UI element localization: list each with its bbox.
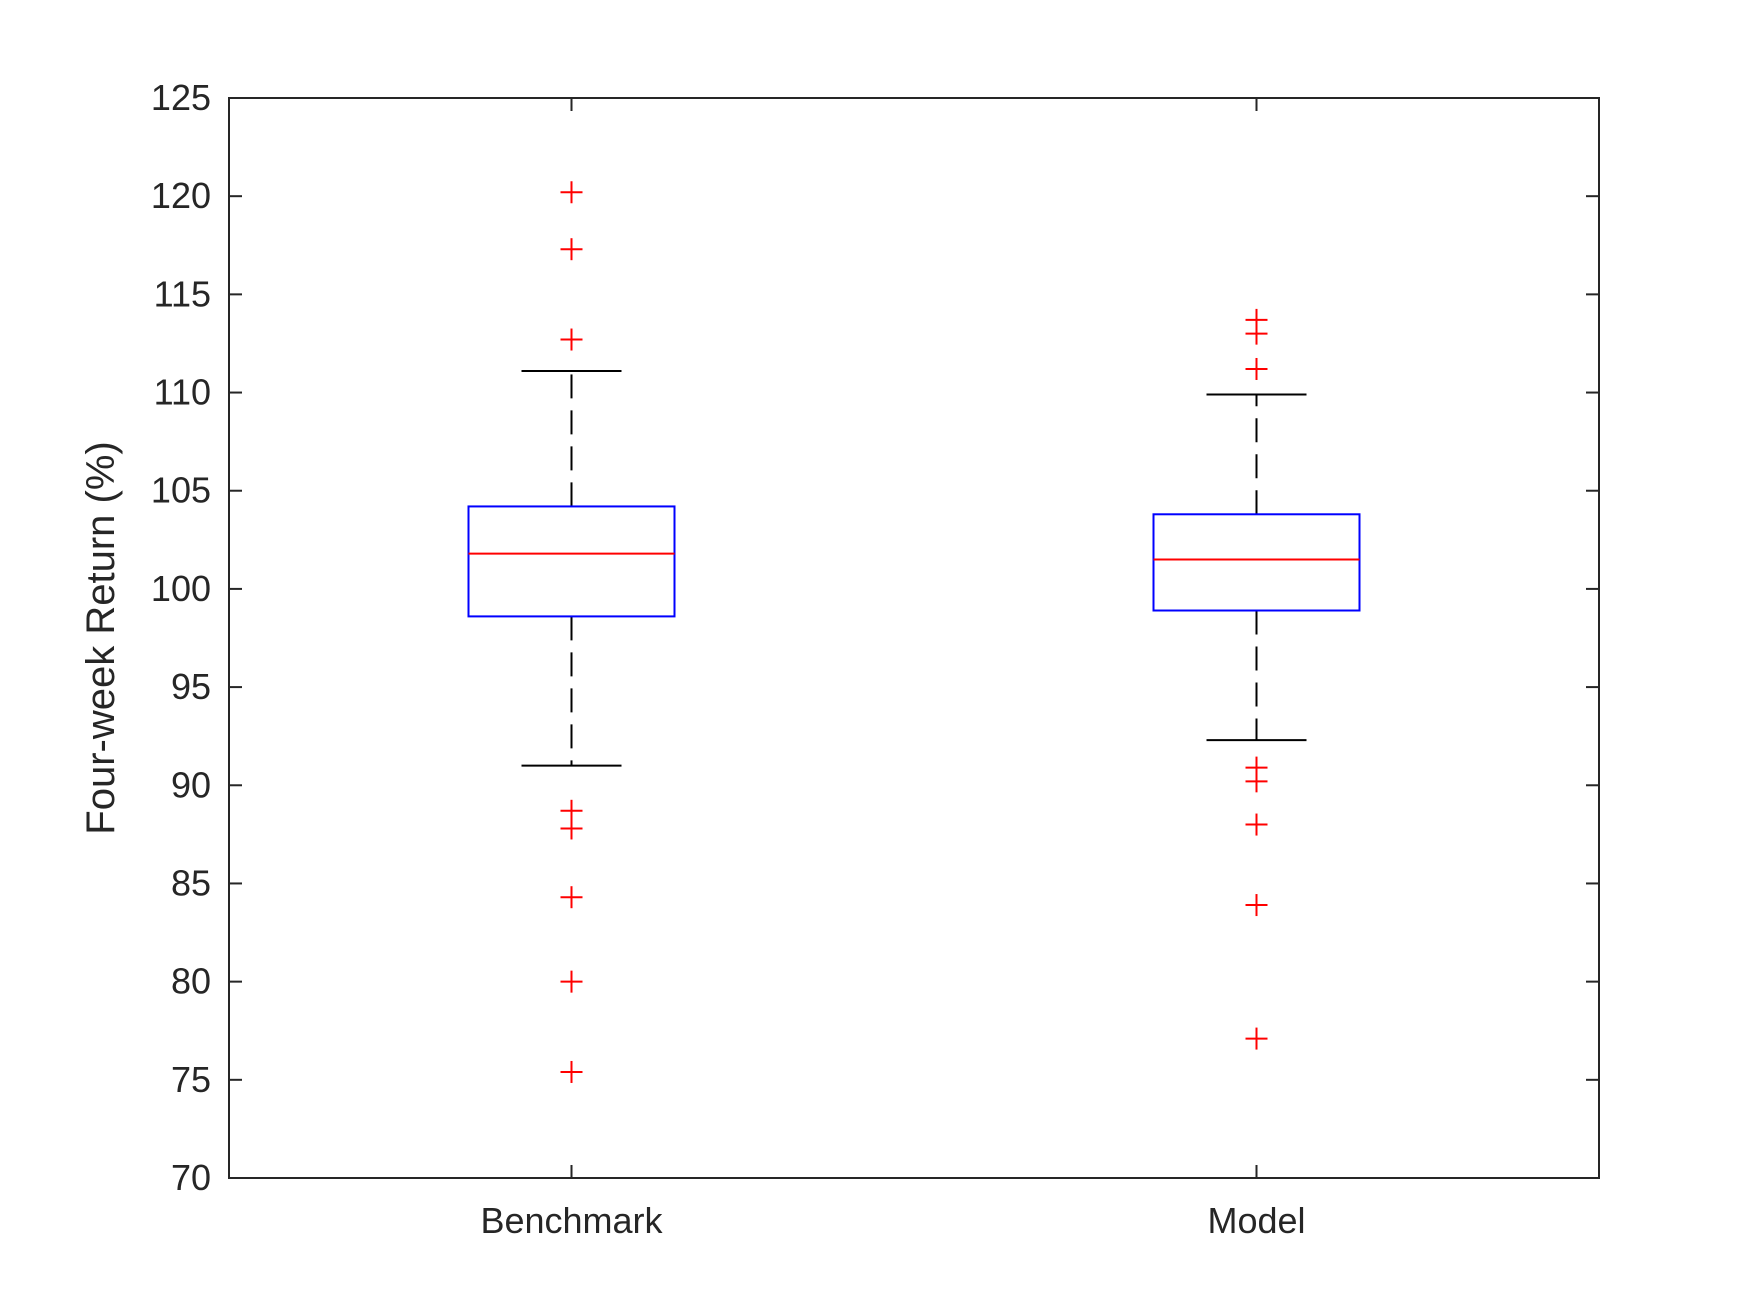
outlier-point [560, 1060, 583, 1083]
x-tick-label: Model [1207, 1200, 1305, 1241]
outlier-point [560, 817, 583, 840]
y-tick-label: 125 [151, 77, 211, 118]
box-benchmark [467, 181, 676, 1083]
y-tick-label: 95 [171, 666, 211, 707]
box-model [1152, 308, 1361, 1050]
y-axis-label: Four-week Return (%) [79, 441, 123, 834]
outlier-point [1245, 322, 1268, 345]
x-tick-label: Benchmark [480, 1200, 663, 1241]
outlier-point [560, 328, 583, 351]
y-tick-label: 90 [171, 764, 211, 805]
outlier-point [560, 238, 583, 261]
y-tick-label: 120 [151, 175, 211, 216]
y-tick-label: 85 [171, 862, 211, 903]
y-axis: 70 75 80 85 90 95 100 105 110 115 120 125 [151, 77, 1599, 1198]
outlier-point [1245, 813, 1268, 836]
boxes-layer [467, 181, 1361, 1083]
outlier-point [1245, 770, 1268, 793]
y-tick-label: 70 [171, 1157, 211, 1198]
outlier-point [560, 970, 583, 993]
iqr-box [1152, 513, 1361, 612]
y-tick-label: 80 [171, 961, 211, 1002]
y-tick-label: 110 [154, 372, 211, 413]
outlier-point [1245, 894, 1268, 917]
x-axis: Benchmark Model [480, 98, 1306, 1241]
outlier-point [1245, 1027, 1268, 1050]
y-tick-label: 75 [171, 1059, 211, 1100]
y-tick-label: 115 [154, 273, 211, 314]
outlier-point [560, 886, 583, 909]
plot-area [228, 97, 1600, 1179]
outlier-point [1245, 357, 1268, 380]
outlier-point [560, 181, 583, 204]
y-tick-label: 105 [151, 470, 211, 511]
y-tick-label: 100 [151, 568, 211, 609]
iqr-box [467, 505, 676, 618]
